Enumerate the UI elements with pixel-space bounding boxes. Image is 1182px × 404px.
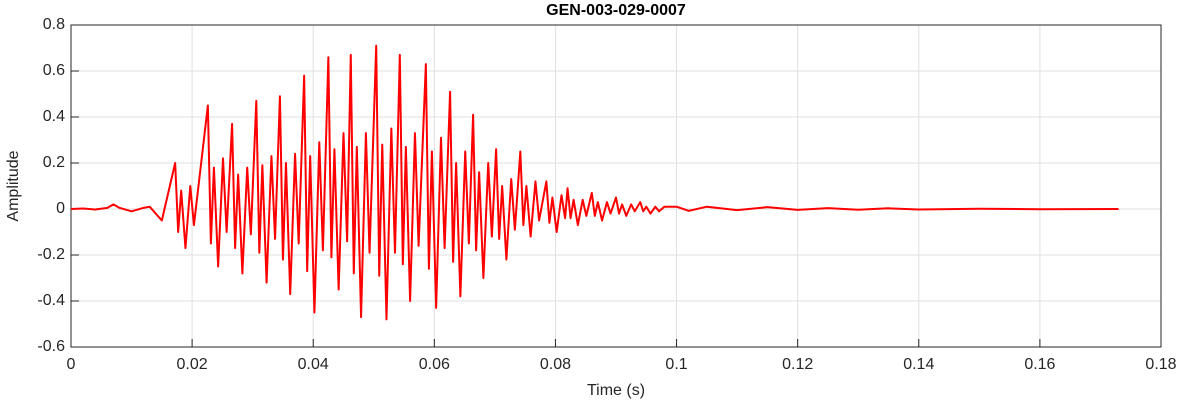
plot-frame	[70, 24, 1162, 348]
x-tick-label: 0.1	[665, 356, 687, 373]
x-tick-label: 0.12	[782, 356, 813, 373]
x-tick-label: 0	[67, 356, 76, 373]
y-axis-label: Amplitude	[5, 150, 22, 221]
x-tick-label: 0.04	[298, 356, 329, 373]
x-tick-label: 0.06	[419, 356, 450, 373]
y-tick-label: -0.2	[37, 246, 65, 263]
y-tick-label: 0	[56, 200, 65, 217]
y-tick-label: -0.4	[37, 292, 65, 309]
y-tick-label: 0.6	[43, 62, 65, 79]
x-tick-label: 0.08	[540, 356, 571, 373]
y-tick-label: 0.2	[43, 154, 65, 171]
x-tick-label: 0.16	[1024, 356, 1055, 373]
chart-title: GEN-003-029-0007	[546, 2, 686, 19]
waveform-line	[70, 44, 1119, 321]
x-axis-label: Time (s)	[587, 382, 645, 399]
x-tick-label: 0.02	[177, 356, 208, 373]
x-tick-label: 0.14	[903, 356, 934, 373]
y-tick-label: 0.8	[43, 16, 65, 33]
y-tick-label: -0.6	[37, 338, 65, 355]
y-tick-label: 0.4	[43, 108, 65, 125]
x-tick-label: 0.18	[1145, 356, 1176, 373]
